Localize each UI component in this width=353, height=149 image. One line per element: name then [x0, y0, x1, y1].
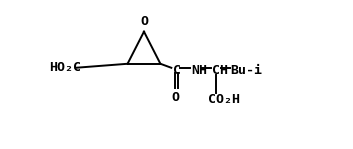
- Text: CH: CH: [212, 64, 228, 77]
- Text: CO₂H: CO₂H: [208, 93, 240, 106]
- Text: HO₂C: HO₂C: [49, 61, 82, 74]
- Text: O: O: [140, 15, 148, 28]
- Text: O: O: [172, 91, 180, 104]
- Text: NH: NH: [191, 64, 207, 77]
- Text: Bu-i: Bu-i: [231, 64, 262, 77]
- Text: C: C: [173, 64, 181, 77]
